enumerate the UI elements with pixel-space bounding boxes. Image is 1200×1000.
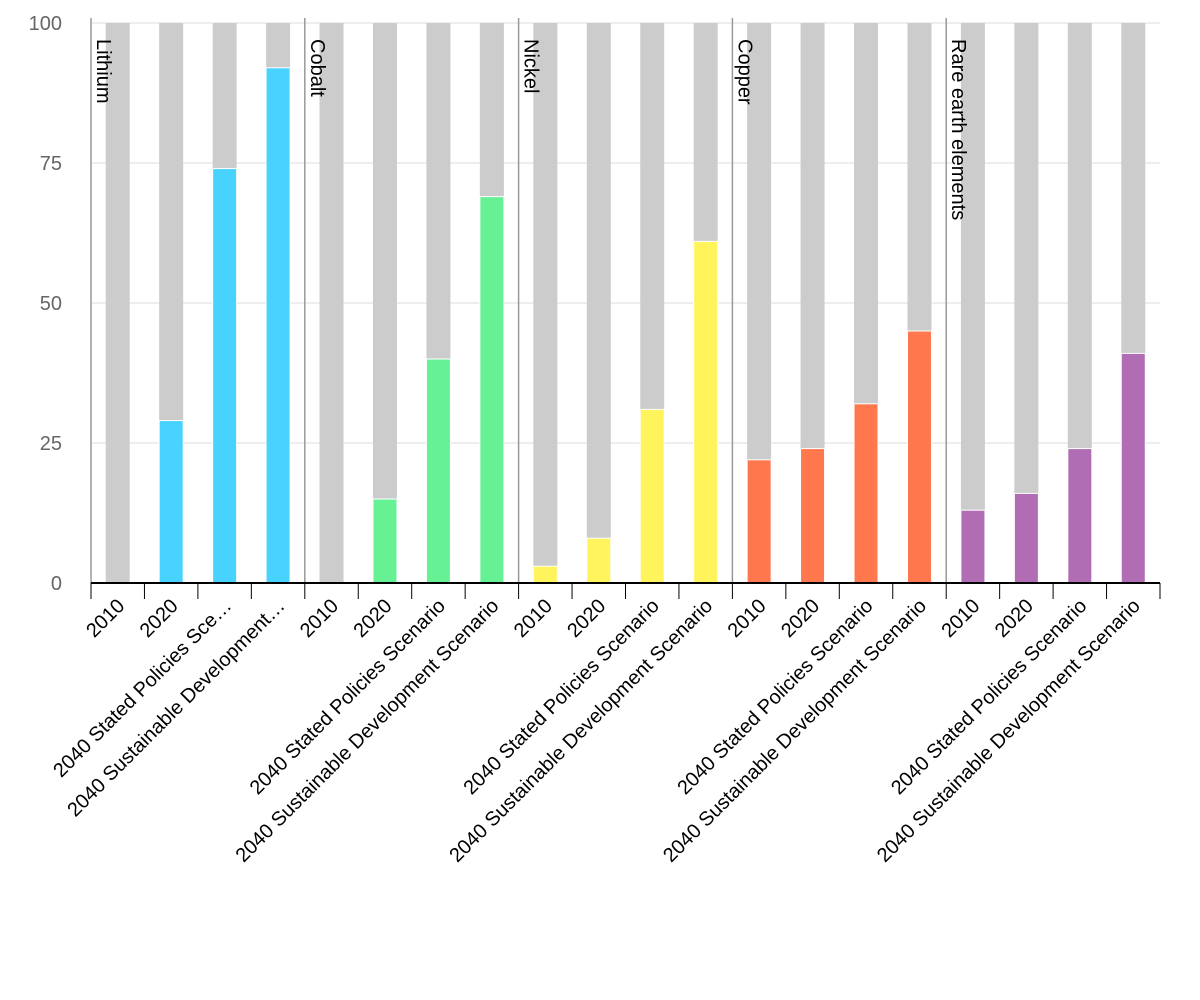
bar-remainder	[479, 23, 504, 197]
bar-remainder	[907, 23, 932, 331]
y-tick-label: 75	[40, 153, 62, 175]
group-label: Lithium	[92, 39, 114, 103]
bar-value	[586, 537, 612, 584]
bar-remainder	[212, 23, 237, 169]
bar-remainder	[426, 23, 451, 359]
bar-value	[693, 240, 719, 584]
bar-remainder	[159, 23, 184, 421]
bar-remainder	[586, 23, 611, 539]
group-label: Nickel	[520, 39, 542, 93]
x-tick-label: 2010	[296, 595, 343, 642]
x-tick-label: 2010	[82, 595, 129, 642]
bar-remainder	[319, 23, 344, 583]
bar-remainder	[747, 23, 772, 460]
bar-remainder	[960, 23, 985, 511]
bar-remainder	[533, 23, 558, 567]
group-label: Cobalt	[306, 39, 328, 97]
bar-value	[372, 498, 398, 584]
bar-remainder	[1121, 23, 1146, 354]
bar-remainder	[693, 23, 718, 242]
bar-remainder	[800, 23, 825, 449]
bar-value	[1120, 352, 1146, 584]
bar-remainder	[1067, 23, 1092, 449]
bar-value	[532, 565, 558, 584]
bar-remainder	[266, 23, 291, 68]
x-tick-label: 2040 Stated Policies Scenario	[460, 595, 664, 799]
bar-remainder	[1014, 23, 1039, 494]
bar-value	[479, 196, 505, 584]
bar-value	[960, 509, 986, 584]
x-tick-label: 2020	[563, 595, 610, 642]
y-tick-label: 100	[29, 13, 62, 35]
x-tick-label: 2040 Stated Policies Scenario	[673, 595, 877, 799]
group-label: Rare earth elements	[947, 39, 969, 220]
bar-value	[853, 403, 879, 584]
bar-remainder	[372, 23, 397, 499]
bar-remainder	[854, 23, 879, 404]
x-tick-label: 2020	[136, 595, 183, 642]
x-tick-label: 2010	[724, 595, 771, 642]
bar-value	[746, 459, 772, 584]
bar-value	[1067, 448, 1093, 584]
x-tick-label: 2020	[991, 595, 1038, 642]
bar-value	[1013, 492, 1039, 584]
bars	[105, 23, 1146, 584]
bar-value	[265, 67, 291, 584]
bar-remainder	[105, 23, 130, 583]
x-tick-label: 2010	[937, 595, 984, 642]
axes	[90, 18, 1161, 599]
group-label: Copper	[733, 39, 755, 105]
x-tick-label: 2040 Stated Policies Scenario	[887, 595, 1091, 799]
bar-value	[158, 420, 184, 584]
x-tick-label: 2010	[510, 595, 557, 642]
y-tick-label: 0	[51, 573, 62, 595]
x-tick-label: 2020	[349, 595, 396, 642]
y-tick-label: 50	[40, 293, 62, 315]
grid-lines	[91, 22, 1160, 444]
bar-value	[425, 358, 451, 584]
x-tick-label: 2020	[777, 595, 824, 642]
bar-value	[800, 448, 826, 584]
bar-value	[906, 330, 932, 584]
bar-value	[212, 168, 238, 584]
x-tick-label: 2040 Stated Policies Scenario	[246, 595, 450, 799]
bar-value	[639, 408, 665, 584]
group-separators	[304, 18, 947, 583]
y-tick-label: 25	[40, 433, 62, 455]
bar-remainder	[640, 23, 665, 410]
